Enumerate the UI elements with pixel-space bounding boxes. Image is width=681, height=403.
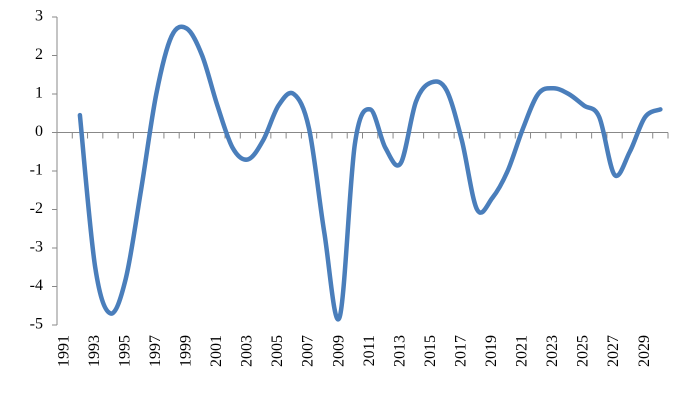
y-tick-label: -1 bbox=[30, 162, 43, 179]
x-tick-label: 2015 bbox=[422, 335, 439, 367]
x-tick-label: 2029 bbox=[636, 335, 653, 367]
x-tick-label: 2009 bbox=[330, 335, 347, 367]
x-tick-label: 2011 bbox=[361, 335, 378, 366]
x-tick-label: 1999 bbox=[178, 335, 195, 367]
x-tick-label: 1993 bbox=[86, 335, 103, 367]
y-tick-label: 3 bbox=[35, 8, 43, 25]
y-tick-label: -4 bbox=[30, 277, 43, 294]
x-tick-label: 2003 bbox=[239, 335, 256, 367]
x-tick-label: 1991 bbox=[55, 335, 72, 367]
y-tick-label: -3 bbox=[30, 239, 43, 256]
x-tick-label: 1995 bbox=[116, 335, 133, 367]
x-tick-label: 2021 bbox=[514, 335, 531, 367]
x-tick-label: 2005 bbox=[269, 335, 286, 367]
x-tick-label: 2017 bbox=[452, 335, 469, 367]
x-tick-label: 1997 bbox=[147, 335, 164, 367]
y-tick-label: 1 bbox=[35, 85, 43, 102]
x-tick-label: 2019 bbox=[483, 335, 500, 367]
y-tick-label: 2 bbox=[35, 46, 43, 63]
y-tick-label: -5 bbox=[30, 316, 43, 333]
x-tick-label: 2023 bbox=[544, 335, 561, 367]
x-tick-label: 2027 bbox=[605, 335, 622, 367]
x-tick-label: 2025 bbox=[575, 335, 592, 367]
y-tick-label: 0 bbox=[35, 123, 43, 140]
x-tick-label: 2001 bbox=[208, 335, 225, 367]
y-tick-label: -2 bbox=[30, 200, 43, 217]
line-series bbox=[77, 24, 663, 322]
x-tick-label: 2013 bbox=[391, 335, 408, 367]
x-tick-label: 2007 bbox=[300, 335, 317, 367]
